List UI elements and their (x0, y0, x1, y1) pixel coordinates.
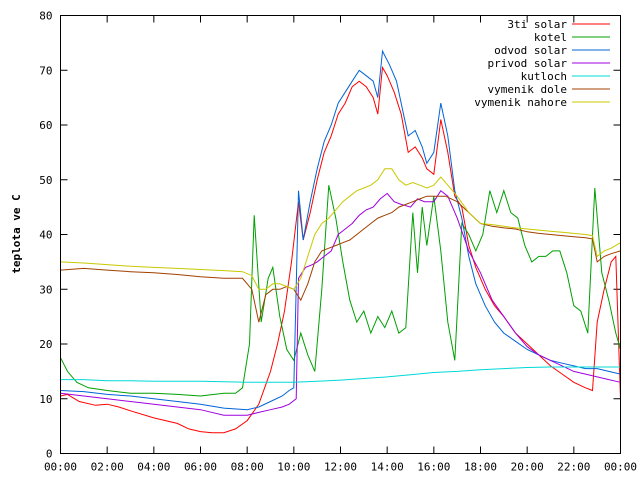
legend-label-3ti-solar: 3ti solar (507, 18, 567, 31)
series-lines (60, 49, 621, 434)
series-line-3ti-solar (60, 65, 621, 434)
series-line-kutloch (60, 366, 621, 383)
x-tick-label: 20:00 (511, 461, 544, 474)
y-tick-label: 10 (39, 393, 52, 406)
x-tick-label: 22:00 (557, 461, 590, 474)
plot-frame (60, 15, 621, 454)
x-tick-label: 14:00 (371, 461, 404, 474)
axis-ticks: 0 10 20 30 40 50 60 70 80 00:00 02:00 04:00 06:00 08:… (39, 10, 637, 474)
series-line-odvod-solar (60, 49, 621, 411)
legend-label-vymenik-nahore: vymenik nahore (474, 96, 567, 109)
legend-label-kutloch: kutloch (521, 70, 567, 83)
legend-label-privod-solar: privod solar (488, 57, 568, 70)
series-line-privod-solar (60, 189, 621, 416)
y-tick-label: 80 (39, 10, 52, 23)
series-line-kotel (60, 185, 621, 397)
x-tick-label: 06:00 (184, 461, 217, 474)
x-tick-label: 04:00 (137, 461, 170, 474)
y-tick-label: 60 (39, 119, 52, 132)
x-tick-label: 02:00 (91, 461, 124, 474)
x-tick-label: 00:00 (604, 461, 637, 474)
y-tick-label: 0 (46, 448, 53, 461)
legend-label-kotel: kotel (534, 31, 567, 44)
x-tick-label: 10:00 (277, 461, 310, 474)
x-tick-label: 00:00 (44, 461, 77, 474)
x-tick-label: 12:00 (324, 461, 357, 474)
y-axis-label: teplota ve C (10, 194, 23, 273)
x-tick-label: 16:00 (417, 461, 450, 474)
x-tick-label: 18:00 (464, 461, 497, 474)
legend-label-odvod-solar: odvod solar (494, 44, 567, 57)
y-tick-label: 20 (39, 338, 52, 351)
x-tick-label: 08:00 (231, 461, 264, 474)
y-tick-label: 40 (39, 229, 52, 242)
y-tick-label: 70 (39, 64, 52, 77)
y-tick-label: 50 (39, 174, 52, 187)
y-tick-label: 30 (39, 283, 52, 296)
series-line-vymenik-dole (60, 195, 621, 323)
series-line-vymenik-nahore (60, 168, 621, 290)
legend-label-vymenik-dole: vymenik dole (488, 83, 567, 96)
